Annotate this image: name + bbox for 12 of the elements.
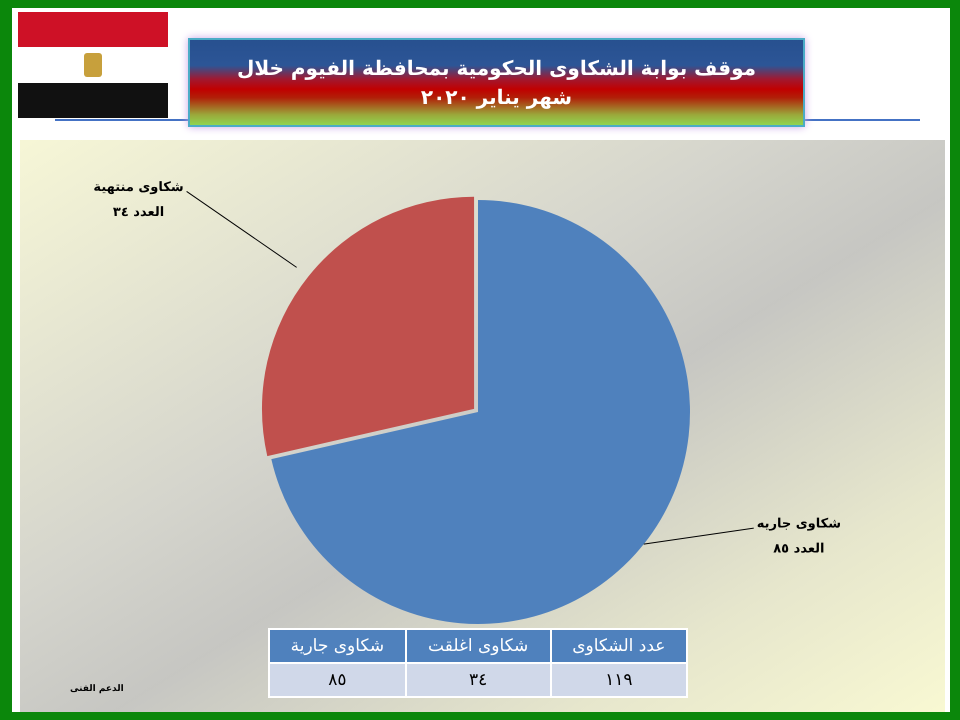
- chart-title: موقف بوابة الشكاوى الحكومية بمحافظة الفيوم خلال شهر يناير ٢٠٢٠: [188, 38, 805, 127]
- slice-label: شكاوى جاريه: [756, 516, 841, 532]
- text: ٨٥: [328, 670, 346, 690]
- category-label: شكاوى جارية: [269, 629, 406, 663]
- text: ٣٤: [469, 670, 488, 690]
- slice-label: شكاوى منتهية: [93, 180, 184, 195]
- category-label: شكاوى اغلقت: [406, 629, 551, 663]
- data-label: العدد ٨٥: [773, 541, 825, 556]
- data-label: العدد ٣٤: [112, 204, 164, 220]
- category-label: عدد الشكاوى: [550, 629, 687, 663]
- text: الدعم الفنى: [70, 684, 124, 694]
- text: ١١٩: [605, 670, 633, 690]
